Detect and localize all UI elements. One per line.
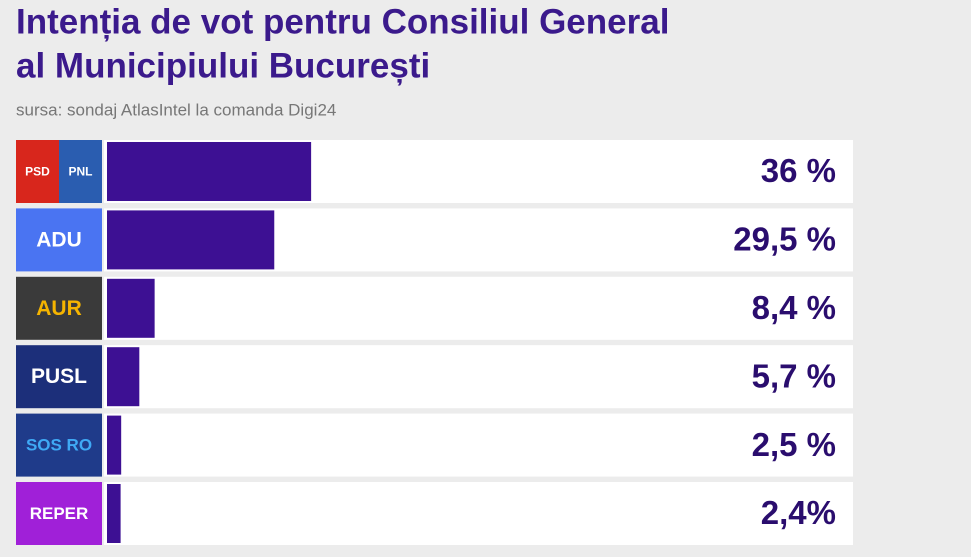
party-logo xyxy=(16,140,59,203)
party-logo xyxy=(16,276,102,340)
category-label: REPER xyxy=(30,504,89,523)
bar xyxy=(107,278,155,338)
value-label: 2,4% xyxy=(761,494,836,531)
party-logo xyxy=(16,345,102,409)
category-label: ADU xyxy=(36,228,82,251)
party-logo xyxy=(16,413,102,477)
category-label: AUR xyxy=(36,297,82,320)
chart-subtitle: sursa: sondaj AtlasIntel la comanda Digi… xyxy=(16,100,336,119)
bar-track xyxy=(104,345,853,409)
bar xyxy=(107,142,312,201)
bar-track xyxy=(104,482,853,545)
category-label: SOS RO xyxy=(26,436,92,455)
party-logo xyxy=(59,140,102,203)
bar-track xyxy=(104,276,853,340)
value-label: 36 % xyxy=(761,152,836,189)
chart-title: al Municipiului București xyxy=(16,46,430,85)
value-label: 5,7 % xyxy=(752,357,836,394)
chart-title: Intenția de vot pentru Consiliul General xyxy=(16,2,669,41)
category-label: PUSL xyxy=(31,365,87,388)
party-logo xyxy=(16,208,102,272)
value-label: 29,5 % xyxy=(733,221,836,258)
category-label: PSD xyxy=(25,165,50,179)
party-logo xyxy=(16,482,102,545)
bar xyxy=(107,415,122,475)
category-label: PNL xyxy=(69,165,93,179)
value-label: 8,4 % xyxy=(752,289,836,326)
bar xyxy=(107,484,121,543)
value-label: 2,5 % xyxy=(752,426,836,463)
bar xyxy=(107,347,140,407)
bar-track xyxy=(104,413,853,477)
bar xyxy=(107,210,275,270)
